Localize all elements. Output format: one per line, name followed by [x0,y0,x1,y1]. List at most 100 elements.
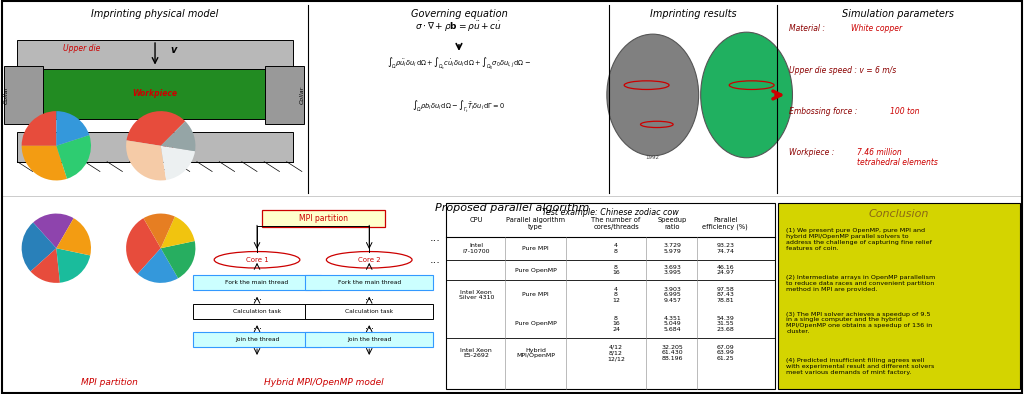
Text: (3) The MPI solver achieves a speedup of 9.5
in a single computer and the hybrid: (3) The MPI solver achieves a speedup of… [786,312,933,334]
Text: Embossing force :: Embossing force : [790,107,860,116]
Text: ...: ... [365,292,374,302]
Wedge shape [161,241,196,278]
Wedge shape [56,111,89,146]
Text: 32.205
61.430
88.196: 32.205 61.430 88.196 [662,345,683,361]
Text: Join the thread: Join the thread [234,337,280,342]
Text: Calculation task: Calculation task [345,309,393,314]
Text: ...: ... [365,320,374,331]
Wedge shape [161,217,195,248]
Text: Intel Xeon
Silver 4310: Intel Xeon Silver 4310 [459,290,494,300]
Text: 67.09
63.99
61.25: 67.09 63.99 61.25 [716,345,734,361]
Text: 4
8
12: 4 8 12 [612,286,620,303]
Text: $\int_\Omega \rho b_i\delta u_i\,\mathrm{d}\Omega - \int_{\Gamma_t}\bar{T}_i\del: $\int_\Omega \rho b_i\delta u_i\,\mathrm… [413,99,506,115]
Circle shape [327,251,412,268]
FancyBboxPatch shape [305,304,433,319]
Wedge shape [56,135,91,179]
Text: MPI partition: MPI partition [81,378,137,387]
Text: Speedup
ratio: Speedup ratio [657,217,687,230]
Text: Fork the main thread: Fork the main thread [225,280,289,285]
Text: 3.693
3.995: 3.693 3.995 [664,265,681,275]
Text: ...: ... [430,255,441,265]
Text: 8
16
24: 8 16 24 [612,316,620,332]
Text: 7.46 million
tetrahedral elements: 7.46 million tetrahedral elements [857,148,938,167]
Text: Imprinting results: Imprinting results [650,9,737,19]
Text: Test example: Chinese zodiac cow: Test example: Chinese zodiac cow [542,208,679,217]
Wedge shape [126,218,161,274]
Text: Collar: Collar [299,86,304,104]
Text: (1) We present pure OpenMP, pure MPI and
hybrid MPI/OpenMP parallel solvers to
a: (1) We present pure OpenMP, pure MPI and… [786,229,933,251]
Text: Hybrid MPI/OpenMP model: Hybrid MPI/OpenMP model [263,378,383,387]
Text: Pure MPI: Pure MPI [522,246,549,251]
Wedge shape [22,146,67,180]
Text: 54.39
31.55
23.68: 54.39 31.55 23.68 [716,316,734,332]
Text: $\boldsymbol{v}$: $\boldsymbol{v}$ [170,45,179,55]
Text: 46.16
24.97: 46.16 24.97 [716,265,734,275]
Bar [778,203,1020,389]
Text: White copper: White copper [851,24,902,33]
FancyBboxPatch shape [194,333,321,347]
Text: Simulation parameters: Simulation parameters [842,9,953,19]
Text: $\int_\Omega \rho\ddot{u}_i\delta u_i\,\mathrm{d}\Omega + \int_{\Omega_c}c\dot{u: $\int_\Omega \rho\ddot{u}_i\delta u_i\,\… [387,56,531,72]
Bar [265,65,304,125]
Text: CPU: CPU [470,217,483,223]
Bar [17,40,293,69]
Wedge shape [22,111,56,146]
Wedge shape [126,140,166,180]
Text: Proposed parallel algorithm: Proposed parallel algorithm [435,203,589,213]
Bar [17,69,293,119]
Wedge shape [127,111,185,146]
Text: MPI partition: MPI partition [299,214,348,223]
Text: Imprinting physical model: Imprinting physical model [91,9,219,19]
Wedge shape [31,248,60,283]
Text: Intel Xeon
E5-2692: Intel Xeon E5-2692 [461,348,493,359]
Text: (2) Intermediate arrays in OpenMP parallelism
to reduce data races and convenien: (2) Intermediate arrays in OpenMP parall… [786,275,936,292]
FancyBboxPatch shape [194,304,321,319]
Text: Parallel algorithm
type: Parallel algorithm type [506,217,565,230]
Text: $\sigma \cdot \nabla + \rho\mathbf{b} = \rho\ddot{u} + c\dot{u}$: $\sigma \cdot \nabla + \rho\mathbf{b} = … [416,20,503,34]
Text: Workpiece: Workpiece [132,89,177,98]
Text: Conclusion: Conclusion [869,209,929,219]
Text: 3.729
5.979: 3.729 5.979 [664,243,681,254]
Bar [17,132,293,162]
Text: Pure OpenMP: Pure OpenMP [515,268,556,273]
Wedge shape [161,146,195,180]
Text: 8
16: 8 16 [612,265,620,275]
Text: The number of
cores/threads: The number of cores/threads [592,217,641,230]
FancyBboxPatch shape [305,333,433,347]
Wedge shape [161,121,196,151]
Text: 4
8: 4 8 [614,243,618,254]
Text: Core 1: Core 1 [246,257,268,263]
Text: Workpiece :: Workpiece : [790,148,838,157]
Text: 93.23
74.74: 93.23 74.74 [716,243,734,254]
Text: ...: ... [430,233,441,243]
Bar [4,65,43,125]
FancyBboxPatch shape [262,210,385,227]
Text: Lower die: Lower die [136,145,174,153]
Text: (4) Predicted insufficient filling agrees well
with experimental result and diff: (4) Predicted insufficient filling agree… [786,358,935,375]
Text: Fork the main thread: Fork the main thread [338,280,400,285]
Text: 3.903
6.995
9.457: 3.903 6.995 9.457 [664,286,681,303]
Wedge shape [143,214,175,248]
Wedge shape [33,214,74,248]
Text: Pure OpenMP: Pure OpenMP [515,322,556,327]
Wedge shape [56,248,90,283]
Text: 4/12
8/12
12/12: 4/12 8/12 12/12 [607,345,625,361]
Text: 1992: 1992 [646,155,659,160]
Bar [445,203,775,389]
Text: Calculation task: Calculation task [233,309,281,314]
Text: 4.351
5.049
5.684: 4.351 5.049 5.684 [664,316,681,332]
FancyBboxPatch shape [305,275,433,290]
Ellipse shape [607,34,698,156]
Text: Pure MPI: Pure MPI [522,292,549,297]
Wedge shape [56,218,91,255]
Text: Upper die: Upper die [63,45,100,53]
Text: ...: ... [253,320,261,331]
Ellipse shape [700,32,793,158]
Text: Governing equation: Governing equation [411,9,507,19]
Text: ...: ... [253,292,261,302]
FancyBboxPatch shape [194,275,321,290]
Text: Collar: Collar [4,86,8,104]
Text: Join the thread: Join the thread [347,337,391,342]
Text: Parallel
efficiency (%): Parallel efficiency (%) [702,217,749,230]
Text: Upper die speed : v = 6 m/s: Upper die speed : v = 6 m/s [790,65,897,74]
